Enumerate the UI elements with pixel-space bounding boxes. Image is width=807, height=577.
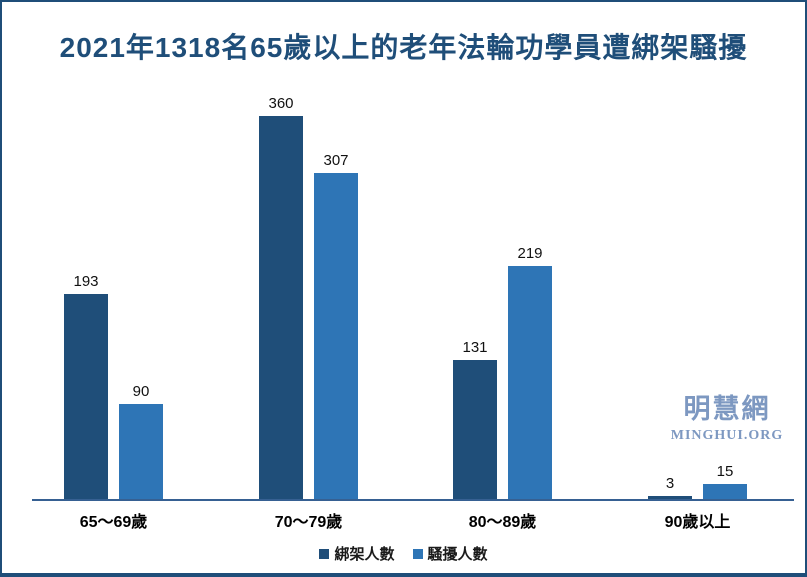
bar-value-label: 307: [323, 152, 349, 169]
watermark: 明慧網 MINGHUI.ORG: [647, 394, 805, 443]
bar-harassed-2: [508, 266, 552, 500]
bar-kidnapped-0: [64, 294, 108, 500]
bar-value-label: 131: [462, 339, 488, 356]
bar-value-label: 90: [132, 383, 150, 400]
bar-kidnapped-2: [453, 360, 497, 500]
legend-item-harassed: 騷擾人數: [412, 543, 488, 564]
bar-harassed-1: [314, 173, 358, 500]
bar-value-label: 193: [73, 273, 99, 290]
x-axis-label: 80～89歲: [468, 514, 537, 531]
legend-swatch-kidnapped: [319, 548, 330, 559]
legend: 綁架人數 騷擾人數: [2, 543, 805, 564]
bar-value-label: 3: [665, 475, 675, 492]
bar-harassed-3: [703, 484, 747, 500]
bar-value-label: 15: [716, 463, 734, 480]
bar-value-label: 360: [268, 95, 294, 112]
watermark-latin-text: MINGHUI.ORG: [670, 427, 784, 443]
bar-kidnapped-1: [259, 116, 303, 500]
bar-kidnapped-3: [648, 496, 692, 500]
legend-item-kidnapped: 綁架人數: [319, 543, 395, 564]
x-axis-label: 65～69歲: [79, 514, 148, 531]
chart-title: 2021年1318名65歲以上的老年法輪功學員遭綁架騷擾: [59, 32, 748, 63]
legend-swatch-harassed: [412, 548, 423, 559]
legend-label-harassed: 騷擾人數: [427, 546, 488, 563]
legend-label-kidnapped: 綁架人數: [334, 546, 395, 563]
bar-value-label: 219: [517, 245, 543, 262]
watermark-cjk-text: 明慧網: [683, 394, 771, 424]
x-axis-label: 70～79歲: [274, 514, 343, 531]
bar-harassed-0: [119, 404, 163, 500]
x-axis-line: [32, 499, 794, 501]
x-axis-label: 90歲以上: [664, 514, 731, 531]
